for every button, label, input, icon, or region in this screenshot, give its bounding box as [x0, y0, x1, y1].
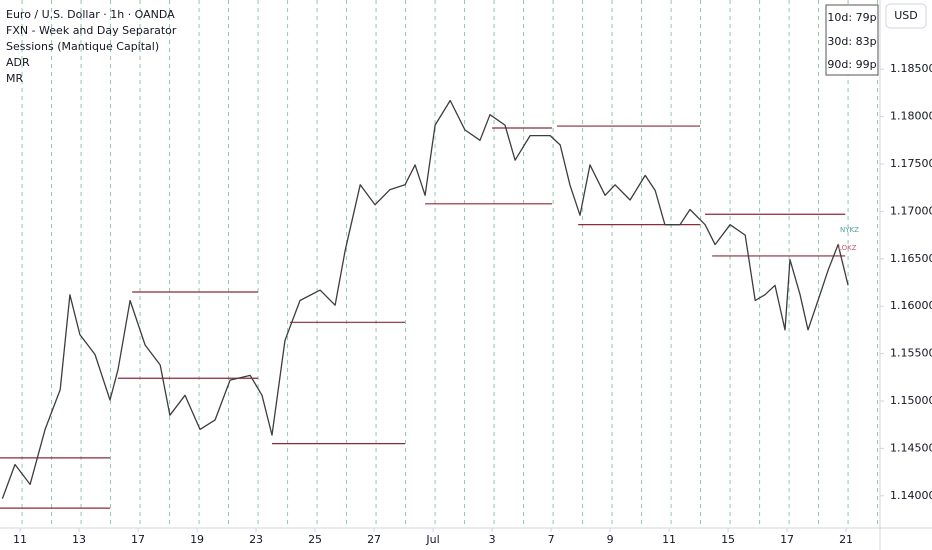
y-tick-label: 1.16500: [890, 252, 932, 265]
x-tick-label: 23: [249, 533, 263, 546]
adr-stat: 30d: 83p: [827, 35, 876, 48]
x-tick-label: 25: [308, 533, 322, 546]
session-label: LOKZ: [838, 244, 857, 252]
x-tick-label: 3: [489, 533, 496, 546]
indicator: ADR: [6, 56, 30, 69]
adr-box: [825, 4, 879, 76]
chart-title: Euro / U.S. Dollar · 1h · OANDA: [6, 8, 175, 21]
price-line: [1, 99, 849, 499]
y-tick-label: 1.15500: [890, 347, 932, 360]
x-tick-label: 19: [190, 533, 204, 546]
y-tick-label: 1.14500: [890, 441, 932, 454]
x-tick-label: 27: [367, 533, 381, 546]
y-tick-label: 1.18500: [890, 62, 932, 75]
x-tick-label: 9: [607, 533, 614, 546]
x-tick-label: 17: [780, 533, 794, 546]
adr-stat: 10d: 79p: [827, 11, 876, 24]
y-tick-label: 1.18000: [890, 110, 932, 123]
indicator: MR: [6, 72, 23, 85]
x-tick-label: 15: [721, 533, 735, 546]
y-tick-label: 1.14000: [890, 489, 932, 502]
plot-area: [0, 0, 879, 528]
y-tick-label: 1.17500: [890, 157, 932, 170]
x-tick-label: 11: [13, 533, 27, 546]
indicator: FXN - Week and Day Separator: [6, 24, 177, 37]
y-tick-label: 1.17000: [890, 204, 932, 217]
x-tick-label: 17: [131, 533, 145, 546]
x-tick-label: 7: [548, 533, 555, 546]
adr-stat: 90d: 99p: [827, 58, 876, 71]
y-tick-label: 1.15000: [890, 394, 932, 407]
x-tick-label: 21: [839, 533, 853, 546]
indicator: Sessions (Mantique Capital): [6, 40, 159, 53]
currency-label[interactable]: USD: [894, 9, 918, 22]
x-tick-label: 11: [662, 533, 676, 546]
currency-button[interactable]: [885, 3, 927, 29]
session-label: NYKZ: [840, 226, 859, 234]
y-tick-label: 1.16000: [890, 299, 932, 312]
x-tick-label: 13: [72, 533, 86, 546]
x-tick-label: Jul: [425, 533, 439, 546]
